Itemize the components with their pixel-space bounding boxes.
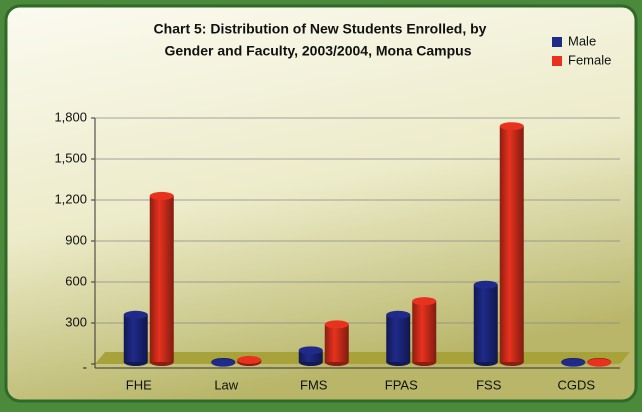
bar-cap xyxy=(123,310,148,319)
y-tick-label: 300 xyxy=(65,314,87,329)
legend-label: Female xyxy=(568,52,611,67)
x-tick-label: FPAS xyxy=(385,377,418,392)
y-tick-label: 1,500 xyxy=(54,150,87,165)
x-tick-label: Law xyxy=(214,377,238,392)
legend-label: Male xyxy=(568,33,596,48)
bar xyxy=(324,324,349,362)
bar-cap xyxy=(298,346,323,355)
bar-cap xyxy=(211,358,236,367)
chart-title: Chart 5: Distribution of New Students En… xyxy=(154,21,487,37)
bar xyxy=(412,301,437,362)
y-tick-label: - xyxy=(83,359,87,374)
bar-cap xyxy=(237,355,262,364)
chart-subtitle: Gender and Faculty, 2003/2004, Mona Camp… xyxy=(164,43,471,59)
x-tick-label: FSS xyxy=(476,377,502,392)
bar-cap xyxy=(386,310,411,319)
x-tick-label: CGDS xyxy=(557,377,595,392)
bar-cap xyxy=(499,122,524,131)
y-tick-label: 1,200 xyxy=(54,191,87,206)
x-tick-label: FMS xyxy=(300,377,328,392)
bar-cap xyxy=(587,358,612,367)
bar-cap xyxy=(561,358,586,367)
bar xyxy=(499,126,524,362)
y-tick-label: 1,800 xyxy=(54,109,87,124)
bar xyxy=(298,350,323,362)
bar xyxy=(473,284,498,362)
legend-swatch xyxy=(552,56,562,66)
bar-cap xyxy=(149,191,174,200)
bar-cap xyxy=(324,320,349,329)
frame xyxy=(4,4,638,403)
y-tick-label: 600 xyxy=(65,273,87,288)
x-tick-label: FHE xyxy=(126,377,152,392)
legend-swatch xyxy=(552,37,562,47)
floor xyxy=(95,352,630,364)
y-tick-label: 900 xyxy=(65,232,87,247)
bar xyxy=(123,314,148,362)
bar xyxy=(386,314,411,362)
bar xyxy=(149,195,174,362)
bar-cap xyxy=(473,280,498,289)
bar-cap xyxy=(412,297,437,306)
